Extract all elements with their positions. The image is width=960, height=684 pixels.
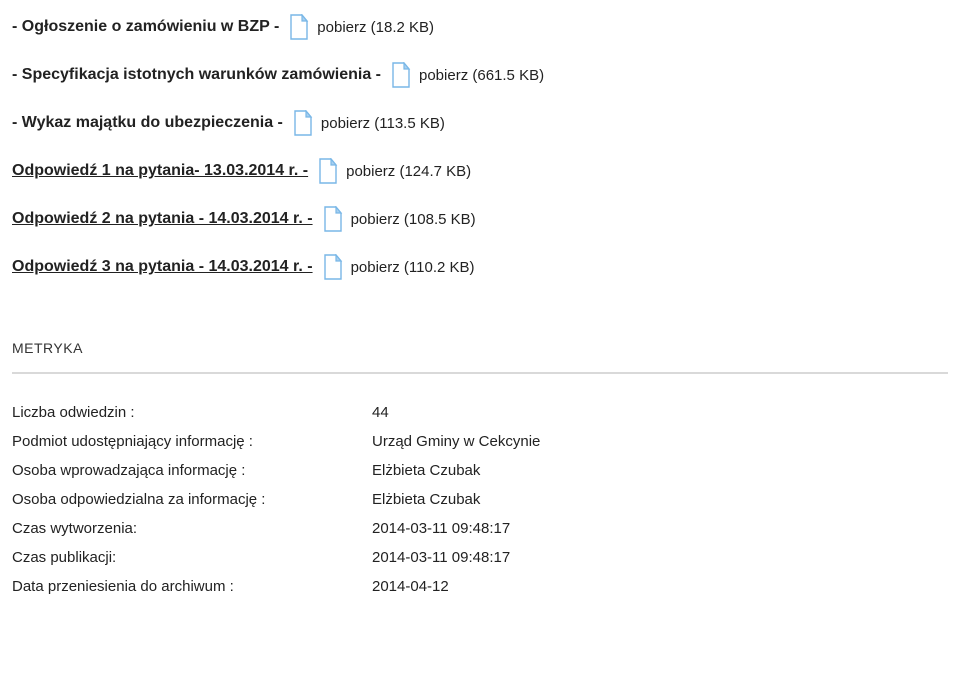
metryka-row: Czas publikacji:2014-03-11 09:48:17 xyxy=(12,543,948,572)
file-label: - Wykaz majątku do ubezpieczenia - xyxy=(12,114,283,132)
metryka-divider xyxy=(12,372,948,374)
file-list: - Ogłoszenie o zamówieniu w BZP - pobier… xyxy=(12,14,948,280)
metryka-value: Urząd Gminy w Cekcynie xyxy=(372,433,948,450)
metryka-row: Data przeniesienia do archiwum :2014-04-… xyxy=(12,572,948,601)
file-icon[interactable] xyxy=(289,14,309,40)
file-icon[interactable] xyxy=(391,62,411,88)
file-icon[interactable] xyxy=(293,110,313,136)
file-label: Odpowiedź 3 na pytania - 14.03.2014 r. - xyxy=(12,258,313,276)
file-line: Odpowiedź 1 na pytania- 13.03.2014 r. - … xyxy=(12,158,948,184)
metryka-key: Data przeniesienia do archiwum : xyxy=(12,578,372,595)
file-line: - Ogłoszenie o zamówieniu w BZP - pobier… xyxy=(12,14,948,40)
metryka-value: 2014-03-11 09:48:17 xyxy=(372,520,948,537)
metryka-table: Liczba odwiedzin :44Podmiot udostępniają… xyxy=(12,398,948,601)
download-link[interactable]: pobierz (661.5 KB) xyxy=(419,67,544,84)
download-link[interactable]: pobierz (108.5 KB) xyxy=(351,211,476,228)
file-line: Odpowiedź 2 na pytania - 14.03.2014 r. -… xyxy=(12,206,948,232)
metryka-key: Czas wytworzenia: xyxy=(12,520,372,537)
file-icon[interactable] xyxy=(318,158,338,184)
file-label: Odpowiedź 1 na pytania- 13.03.2014 r. - xyxy=(12,162,308,180)
metryka-key: Czas publikacji: xyxy=(12,549,372,566)
metryka-key: Osoba wprowadzająca informację : xyxy=(12,462,372,479)
file-label: - Ogłoszenie o zamówieniu w BZP - xyxy=(12,18,279,36)
file-line: - Wykaz majątku do ubezpieczenia - pobie… xyxy=(12,110,948,136)
metryka-value: 2014-04-12 xyxy=(372,578,948,595)
download-link[interactable]: pobierz (110.2 KB) xyxy=(351,259,475,276)
metryka-value: Elżbieta Czubak xyxy=(372,462,948,479)
download-link[interactable]: pobierz (113.5 KB) xyxy=(321,115,445,132)
metryka-row: Osoba odpowiedzialna za informację :Elżb… xyxy=(12,485,948,514)
metryka-value: Elżbieta Czubak xyxy=(372,491,948,508)
metryka-key: Podmiot udostępniający informację : xyxy=(12,433,372,450)
metryka-section: METRYKA Liczba odwiedzin :44Podmiot udos… xyxy=(12,340,948,601)
file-label: - Specyfikacja istotnych warunków zamówi… xyxy=(12,66,381,84)
download-link[interactable]: pobierz (18.2 KB) xyxy=(317,19,434,36)
file-line: Odpowiedź 3 na pytania - 14.03.2014 r. -… xyxy=(12,254,948,280)
file-label: Odpowiedź 2 na pytania - 14.03.2014 r. - xyxy=(12,210,313,228)
page-root: - Ogłoszenie o zamówieniu w BZP - pobier… xyxy=(0,0,960,613)
metryka-value: 2014-03-11 09:48:17 xyxy=(372,549,948,566)
metryka-title: METRYKA xyxy=(12,340,948,356)
file-icon[interactable] xyxy=(323,254,343,280)
metryka-row: Osoba wprowadzająca informację :Elżbieta… xyxy=(12,456,948,485)
metryka-row: Czas wytworzenia:2014-03-11 09:48:17 xyxy=(12,514,948,543)
metryka-row: Podmiot udostępniający informację :Urząd… xyxy=(12,427,948,456)
download-link[interactable]: pobierz (124.7 KB) xyxy=(346,163,471,180)
metryka-row: Liczba odwiedzin :44 xyxy=(12,398,948,427)
metryka-value: 44 xyxy=(372,404,948,421)
file-icon[interactable] xyxy=(323,206,343,232)
metryka-key: Liczba odwiedzin : xyxy=(12,404,372,421)
file-line: - Specyfikacja istotnych warunków zamówi… xyxy=(12,62,948,88)
metryka-key: Osoba odpowiedzialna za informację : xyxy=(12,491,372,508)
